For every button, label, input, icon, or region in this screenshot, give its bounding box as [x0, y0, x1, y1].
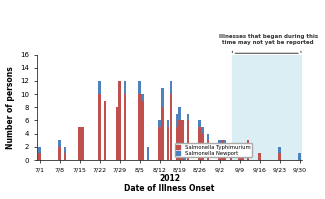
- Bar: [224, 140, 227, 147]
- Bar: [81, 127, 84, 160]
- Bar: [167, 127, 169, 160]
- Bar: [124, 81, 126, 94]
- Bar: [241, 153, 243, 160]
- Bar: [218, 147, 221, 160]
- Bar: [98, 94, 101, 160]
- Bar: [279, 147, 281, 153]
- Bar: [141, 94, 144, 101]
- Bar: [158, 127, 161, 160]
- Bar: [247, 140, 249, 160]
- Bar: [161, 88, 163, 107]
- Bar: [239, 147, 241, 160]
- Bar: [176, 127, 178, 160]
- Bar: [178, 107, 181, 120]
- Bar: [98, 81, 101, 94]
- Bar: [64, 147, 66, 153]
- X-axis label: 2012
Date of Illness Onset: 2012 Date of Illness Onset: [124, 174, 215, 193]
- Bar: [187, 120, 189, 160]
- Bar: [104, 101, 107, 160]
- Bar: [224, 147, 227, 160]
- Bar: [147, 147, 149, 160]
- Bar: [38, 147, 41, 153]
- Bar: [199, 120, 201, 127]
- Bar: [116, 107, 118, 160]
- Bar: [178, 120, 181, 160]
- Bar: [181, 120, 184, 160]
- Bar: [58, 140, 61, 147]
- Bar: [176, 114, 178, 127]
- Bar: [170, 94, 172, 160]
- Bar: [187, 114, 189, 120]
- Y-axis label: Number of persons: Number of persons: [6, 66, 15, 149]
- Bar: [279, 153, 281, 160]
- Bar: [141, 101, 144, 160]
- Bar: [138, 94, 141, 160]
- Bar: [38, 153, 41, 160]
- Bar: [118, 81, 121, 160]
- Text: Illnesses that began during this
time may not yet be reported: Illnesses that began during this time ma…: [218, 34, 318, 45]
- Bar: [232, 55, 302, 160]
- Bar: [218, 140, 221, 147]
- Bar: [138, 81, 141, 94]
- Bar: [64, 153, 66, 160]
- Bar: [258, 153, 261, 160]
- Bar: [158, 120, 161, 127]
- Bar: [207, 134, 209, 140]
- Bar: [184, 147, 187, 160]
- Bar: [124, 94, 126, 160]
- Bar: [221, 140, 224, 160]
- Bar: [201, 134, 203, 160]
- Bar: [58, 147, 61, 160]
- Bar: [230, 147, 232, 153]
- Bar: [167, 120, 169, 127]
- Bar: [201, 127, 203, 134]
- Bar: [161, 107, 163, 160]
- Bar: [298, 153, 301, 160]
- Bar: [78, 127, 81, 160]
- Bar: [207, 140, 209, 160]
- Bar: [230, 153, 232, 160]
- Bar: [199, 127, 201, 160]
- Bar: [170, 81, 172, 94]
- Legend: Salmonella Typhimurium, Salmonella Newport: Salmonella Typhimurium, Salmonella Newpo…: [175, 143, 252, 157]
